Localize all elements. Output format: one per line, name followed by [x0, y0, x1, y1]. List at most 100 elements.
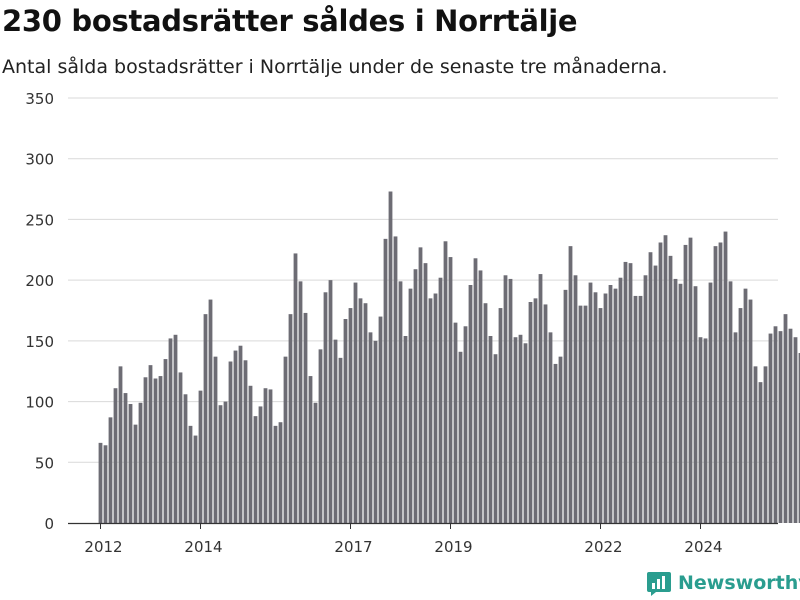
bar [278, 422, 283, 523]
bar [548, 332, 553, 523]
bar [738, 308, 743, 523]
bar [328, 280, 333, 523]
bar [218, 405, 223, 523]
y-tick-label: 200 [25, 272, 54, 290]
bar [608, 285, 613, 523]
bar [408, 288, 413, 523]
bar [323, 292, 328, 523]
bar [153, 378, 158, 523]
bar [733, 332, 738, 523]
bar [298, 281, 303, 523]
bar [783, 314, 788, 523]
bar [663, 235, 668, 523]
bar [193, 435, 198, 523]
bar [258, 406, 263, 523]
bar [513, 337, 518, 523]
bar [503, 275, 508, 523]
bar [243, 360, 248, 523]
bar [423, 263, 428, 523]
bar [393, 236, 398, 523]
bar [628, 263, 633, 523]
bar [493, 354, 498, 523]
bar [343, 319, 348, 523]
bar [593, 292, 598, 523]
newsworthy-logo-icon [647, 572, 671, 596]
bar [358, 298, 363, 523]
bar [108, 417, 113, 523]
bar [578, 305, 583, 523]
bar [573, 275, 578, 523]
bar [718, 242, 723, 523]
bar [373, 340, 378, 523]
bar [798, 353, 800, 523]
bar [98, 442, 103, 523]
bar [678, 283, 683, 523]
bar [658, 242, 663, 523]
chart-subtitle: Antal sålda bostadsrätter i Norrtälje un… [2, 56, 668, 78]
bar [208, 299, 213, 523]
bar [353, 282, 358, 523]
y-axis-labels: 0 50 100 150 200 250 300 350 [25, 90, 54, 533]
bar [708, 282, 713, 523]
bar [103, 445, 108, 523]
bar [433, 293, 438, 523]
bar [528, 302, 533, 523]
brand-logo: Newsworthy [646, 570, 800, 596]
bar [683, 244, 688, 523]
bar [378, 316, 383, 523]
bar [558, 356, 563, 523]
bar [223, 401, 228, 523]
bar [518, 334, 523, 523]
bar [473, 258, 478, 523]
bar [698, 337, 703, 523]
bar [143, 377, 148, 523]
bar [273, 425, 278, 523]
bar [368, 332, 373, 523]
bar [763, 366, 768, 523]
bar [533, 298, 538, 523]
bar [198, 390, 203, 523]
bar [188, 425, 193, 523]
bar [793, 337, 798, 523]
bar [623, 261, 628, 523]
bar [233, 350, 238, 523]
bar [583, 305, 588, 523]
brand-name: Newsworthy [678, 572, 800, 594]
bar [668, 255, 673, 523]
y-tick-label: 350 [25, 90, 54, 108]
bar [118, 366, 123, 523]
bar [228, 361, 233, 523]
y-tick-label: 50 [35, 454, 54, 472]
bar [263, 388, 268, 523]
bar [283, 356, 288, 523]
y-tick-label: 300 [25, 151, 54, 169]
y-tick-label: 100 [25, 394, 54, 412]
bar [123, 393, 128, 523]
bar [163, 359, 168, 523]
bar [438, 277, 443, 523]
bar [648, 252, 653, 523]
bar [318, 349, 323, 523]
bar [113, 388, 118, 523]
bar [688, 237, 693, 523]
bar [618, 277, 623, 523]
bar [148, 365, 153, 523]
bar [413, 269, 418, 523]
chart-title: 230 bostadsrätter såldes i Norrtälje [2, 4, 578, 38]
bar [723, 231, 728, 524]
bar [308, 376, 313, 523]
bar [178, 372, 183, 523]
bar [403, 336, 408, 523]
bar [293, 253, 298, 523]
bar [398, 281, 403, 523]
bar [388, 191, 393, 523]
bar [253, 416, 258, 523]
bar [238, 345, 243, 523]
bar [693, 286, 698, 523]
bar [703, 338, 708, 523]
bar [268, 389, 273, 523]
x-tick-label: 2017 [334, 538, 372, 556]
bar [788, 328, 793, 523]
bar [758, 382, 763, 523]
bar [773, 326, 778, 523]
